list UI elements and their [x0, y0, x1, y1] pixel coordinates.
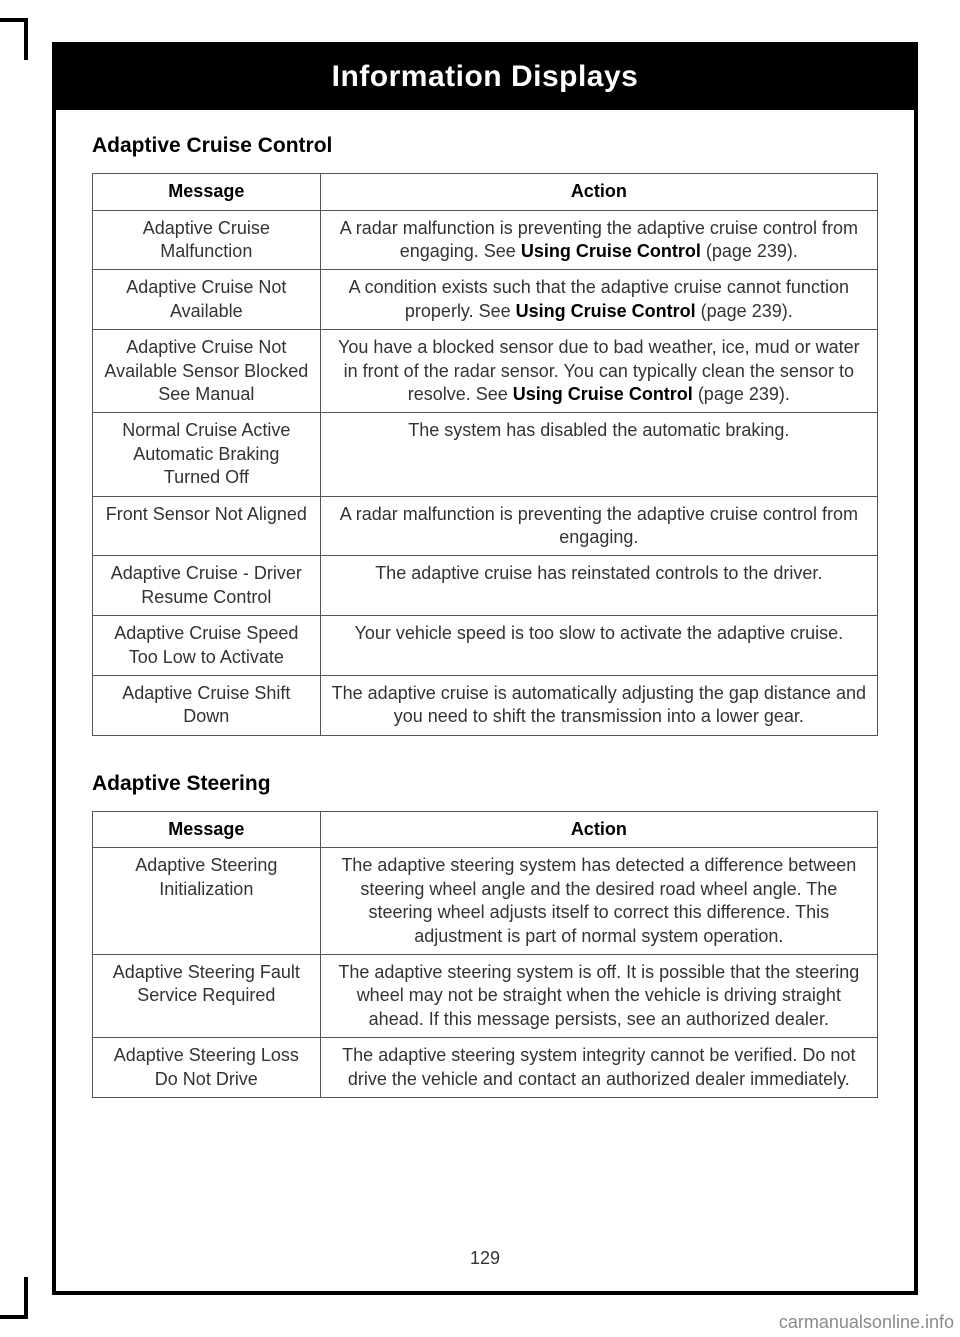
table-row: Adaptive Cruise Speed Too Low to Activat… — [93, 616, 878, 676]
cell-action: The system has disabled the automatic br… — [320, 413, 877, 496]
cell-message: Adaptive Steering Initialization — [93, 848, 321, 955]
cell-message: Adaptive Cruise Malfunction — [93, 210, 321, 270]
page-header: Information Displays — [56, 46, 914, 110]
cell-action: The adaptive steering system integrity c… — [320, 1038, 877, 1098]
table-row: Adaptive Steering Loss Do Not Drive The … — [93, 1038, 878, 1098]
table-row: Adaptive Cruise Not Available A conditio… — [93, 270, 878, 330]
cell-action: You have a blocked sensor due to bad wea… — [320, 330, 877, 413]
table-acc: Message Action Adaptive Cruise Malfuncti… — [92, 173, 878, 735]
cell-action: The adaptive steering system has detecte… — [320, 848, 877, 955]
watermark-text: carmanualsonline.info — [779, 1312, 954, 1333]
table-steering: Message Action Adaptive Steering Initial… — [92, 811, 878, 1098]
cell-message: Adaptive Steering Loss Do Not Drive — [93, 1038, 321, 1098]
cell-message: Adaptive Cruise Shift Down — [93, 675, 321, 735]
cell-action: A condition exists such that the adaptiv… — [320, 270, 877, 330]
cell-message: Front Sensor Not Aligned — [93, 496, 321, 556]
page-content: Adaptive Cruise Control Message Action A… — [56, 110, 914, 1248]
cell-message: Adaptive Steering Fault Service Required — [93, 954, 321, 1037]
section-title-acc: Adaptive Cruise Control — [92, 132, 878, 159]
table-header-row: Message Action — [93, 812, 878, 848]
cell-action: A radar malfunction is preventing the ad… — [320, 496, 877, 556]
cell-message: Adaptive Cruise Speed Too Low to Activat… — [93, 616, 321, 676]
cell-action: The adaptive cruise has reinstated contr… — [320, 556, 877, 616]
cell-message: Adaptive Cruise - Driver Resume Control — [93, 556, 321, 616]
cell-action: The adaptive cruise is automatically adj… — [320, 675, 877, 735]
table-row: Adaptive Cruise - Driver Resume Control … — [93, 556, 878, 616]
page-frame: Information Displays Adaptive Cruise Con… — [52, 42, 918, 1295]
page-title: Information Displays — [56, 60, 914, 94]
col-header-action: Action — [320, 174, 877, 210]
table-row: Adaptive Steering Fault Service Required… — [93, 954, 878, 1037]
page-number: 129 — [56, 1248, 914, 1291]
cell-action: A radar malfunction is preventing the ad… — [320, 210, 877, 270]
cell-message: Adaptive Cruise Not Available — [93, 270, 321, 330]
crop-mark-bottom-left — [0, 1277, 28, 1319]
table-row: Normal Cruise Active Automatic Braking T… — [93, 413, 878, 496]
cell-message: Adaptive Cruise Not Available Sensor Blo… — [93, 330, 321, 413]
table-row: Adaptive Cruise Not Available Sensor Blo… — [93, 330, 878, 413]
table-row: Adaptive Cruise Shift Down The adaptive … — [93, 675, 878, 735]
col-header-action: Action — [320, 812, 877, 848]
table-header-row: Message Action — [93, 174, 878, 210]
cell-action: The adaptive steering system is off. It … — [320, 954, 877, 1037]
col-header-message: Message — [93, 812, 321, 848]
cell-message: Normal Cruise Active Automatic Braking T… — [93, 413, 321, 496]
table-row: Front Sensor Not Aligned A radar malfunc… — [93, 496, 878, 556]
col-header-message: Message — [93, 174, 321, 210]
table-row: Adaptive Cruise Malfunction A radar malf… — [93, 210, 878, 270]
cell-action: Your vehicle speed is too slow to activa… — [320, 616, 877, 676]
table-row: Adaptive Steering Initialization The ada… — [93, 848, 878, 955]
section-title-steering: Adaptive Steering — [92, 770, 878, 797]
crop-mark-top-left — [0, 18, 28, 60]
